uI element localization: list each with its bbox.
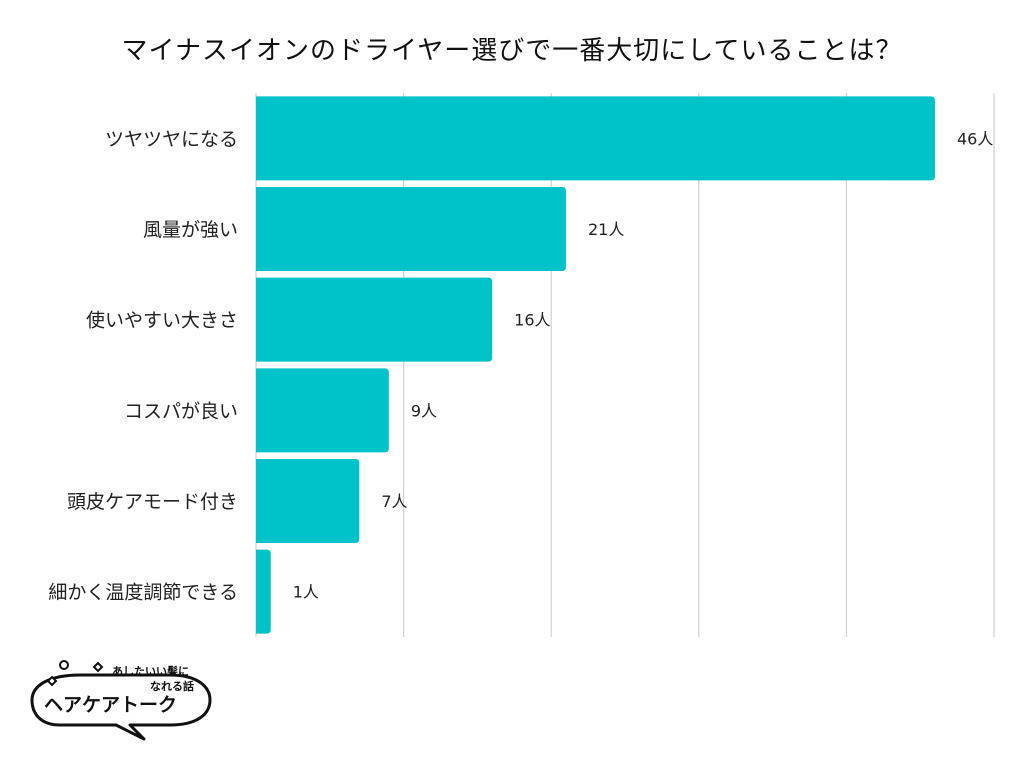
bar-chart: 01020304050ツヤツヤになる46人風量が強い21人使いやすい大きさ16人…	[48, 93, 995, 637]
bar	[256, 187, 566, 271]
data-label: 16人	[514, 311, 550, 330]
logo-tagline-1: あしたいい髪に	[112, 664, 189, 678]
logo-dot-icon	[59, 660, 69, 670]
bar	[256, 277, 493, 362]
data-label: 21人	[588, 220, 624, 239]
brand-logo: あしたいい髪に なれる話 ヘアケアトーク	[30, 660, 212, 741]
category-label: コスパが良い	[124, 400, 238, 422]
data-label: 9人	[411, 401, 437, 420]
grid-lines	[255, 93, 995, 637]
bar	[256, 549, 271, 634]
category-label: 細かく温度調節できる	[48, 582, 238, 604]
logo-sparkle-icon	[46, 675, 58, 687]
category-label: 風量が強い	[143, 219, 238, 241]
chart-title: マイナスイオンのドライヤー選びで一番大切にしていることは？	[121, 36, 903, 66]
labels: 01020304050ツヤツヤになる46人風量が強い21人使いやすい大きさ16人…	[48, 128, 993, 604]
bar	[256, 96, 935, 181]
logo-tagline-2: なれる話	[150, 679, 194, 693]
logo-name: ヘアケアトーク	[44, 694, 177, 716]
bar	[256, 459, 360, 543]
data-label: 1人	[293, 583, 319, 602]
bars	[256, 96, 935, 634]
category-label: ツヤツヤになる	[105, 128, 238, 150]
category-label: 使いやすい大きさ	[86, 310, 238, 332]
logo-sparkle-icon	[92, 661, 104, 673]
logo-bubble-outline	[30, 673, 212, 741]
bar	[256, 368, 389, 453]
data-label: 7人	[381, 492, 407, 511]
data-label: 46人	[957, 129, 993, 148]
category-label: 頭皮ケアモード付き	[67, 491, 238, 513]
